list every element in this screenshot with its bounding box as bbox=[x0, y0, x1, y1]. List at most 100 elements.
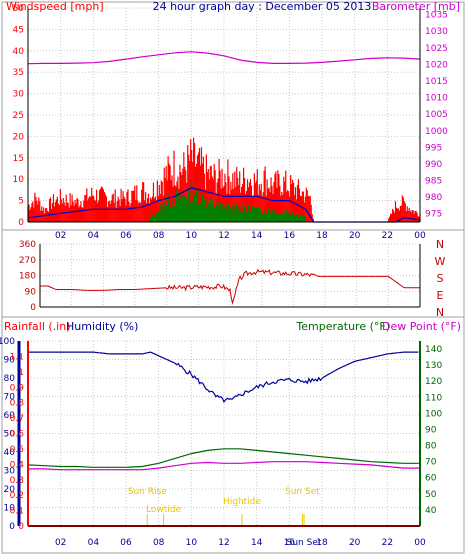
direction-tick-label: 270 bbox=[19, 256, 36, 266]
temperature-tick-label: 90 bbox=[425, 425, 437, 435]
humidity-line bbox=[28, 351, 419, 404]
wind-tick-label: 5 bbox=[18, 197, 24, 207]
temperature-tick-label: 80 bbox=[425, 442, 437, 452]
temperature-tick-label: 110 bbox=[425, 393, 442, 403]
wind-tick-label: 15 bbox=[13, 154, 24, 164]
direction-tick-label: 360 bbox=[19, 240, 36, 250]
temperature-tick-label: 70 bbox=[425, 458, 437, 468]
x-tick-label: 22 bbox=[382, 231, 393, 241]
event-label: Sun Set bbox=[287, 538, 322, 548]
rain-tick-label: 0.6 bbox=[10, 430, 25, 440]
wind-tick-label: 20 bbox=[13, 132, 25, 142]
compass-label: S bbox=[437, 272, 444, 285]
rain-tick-label: 0.2 bbox=[10, 491, 24, 501]
windspeed-axis-label: Windspeed [mph] bbox=[6, 0, 104, 13]
dewpoint-axis-label: Dew Point (°F) bbox=[382, 320, 461, 333]
wind-tick-label: 50 bbox=[13, 4, 25, 14]
wind-tick-label: 40 bbox=[13, 47, 25, 57]
baro-tick-label: 1005 bbox=[425, 110, 448, 120]
direction-tick-label: 180 bbox=[19, 272, 36, 282]
baro-tick-label: 1010 bbox=[425, 94, 448, 104]
temperature-line bbox=[27, 448, 420, 468]
rainfall-axis-label: Rainfall (.in) bbox=[4, 320, 71, 333]
humidity-tick-label: 40 bbox=[4, 448, 16, 458]
x-tick-label: 12 bbox=[218, 231, 229, 241]
barometer-line bbox=[27, 51, 421, 65]
x-tick-label: 10 bbox=[186, 231, 198, 241]
x-tick-label: 06 bbox=[120, 538, 132, 548]
x-tick-label: 02 bbox=[55, 231, 66, 241]
rain-tick-label: 0.3 bbox=[10, 476, 24, 486]
x-tick-label: 02 bbox=[55, 538, 66, 548]
x-tick-label: 10 bbox=[186, 538, 198, 548]
humidity-tick-label: 50 bbox=[4, 430, 16, 440]
x-tick-label: 08 bbox=[153, 538, 165, 548]
rain-tick-label: 0 bbox=[18, 522, 24, 532]
baro-tick-label: 985 bbox=[425, 177, 442, 187]
wind-tick-label: 0 bbox=[18, 218, 24, 228]
direction-tick-label: 0 bbox=[30, 303, 36, 313]
compass-label: N bbox=[436, 306, 444, 319]
rain-tick-label: 0.5 bbox=[10, 445, 24, 455]
temperature-tick-label: 40 bbox=[425, 506, 437, 516]
compass-label: N bbox=[436, 238, 444, 251]
humidity-tick-label: 0 bbox=[9, 522, 15, 532]
windspeed-average-line bbox=[27, 187, 421, 223]
event-label: Lowtide bbox=[146, 505, 181, 515]
x-tick-label: 20 bbox=[349, 538, 361, 548]
humidity-tick-label: 30 bbox=[4, 467, 16, 477]
wind-tick-label: 35 bbox=[13, 68, 24, 78]
x-tick-label: 22 bbox=[382, 538, 393, 548]
event-label: Sun Set bbox=[285, 487, 320, 497]
humidity-tick-label: 10 bbox=[4, 504, 16, 514]
baro-tick-label: 1030 bbox=[425, 27, 448, 37]
x-tick-label: 04 bbox=[88, 538, 100, 548]
baro-tick-label: 1020 bbox=[425, 60, 448, 70]
x-tick-label: 20 bbox=[349, 231, 361, 241]
humidity-tick-label: 100 bbox=[0, 337, 15, 347]
x-tick-label: 18 bbox=[316, 231, 328, 241]
humidity-tick-label: 70 bbox=[4, 393, 16, 403]
x-tick-label: 16 bbox=[284, 538, 296, 548]
baro-tick-label: 975 bbox=[425, 210, 442, 220]
wind-tick-label: 45 bbox=[13, 25, 24, 35]
humidity-tick-label: 20 bbox=[4, 485, 16, 495]
rain-tick-label: 0.7 bbox=[10, 414, 24, 424]
baro-tick-label: 995 bbox=[425, 143, 442, 153]
compass-label: W bbox=[435, 255, 446, 268]
humidity-tick-label: 60 bbox=[4, 411, 16, 421]
baro-tick-label: 1000 bbox=[425, 127, 448, 137]
dewpoint-line bbox=[28, 461, 420, 471]
humidity-tick-label: 90 bbox=[4, 356, 16, 366]
temperature-tick-label: 60 bbox=[425, 474, 437, 484]
x-tick-label: 18 bbox=[316, 538, 328, 548]
baro-tick-label: 1035 bbox=[425, 11, 448, 21]
temperature-tick-label: 130 bbox=[425, 361, 442, 371]
direction-tick-label: 90 bbox=[25, 287, 37, 297]
wind-tick-label: 30 bbox=[13, 90, 25, 100]
x-tick-label: 00 bbox=[414, 538, 426, 548]
x-tick-label: 12 bbox=[218, 538, 229, 548]
x-tick-label: 08 bbox=[153, 231, 165, 241]
humidity-tick-label: 80 bbox=[4, 374, 16, 384]
wind-tick-label: 25 bbox=[13, 111, 24, 121]
temperature-tick-label: 120 bbox=[425, 377, 442, 387]
rain-tick-label: 0.8 bbox=[10, 399, 25, 409]
x-tick-label: 14 bbox=[251, 538, 263, 548]
temperature-tick-label: 100 bbox=[425, 409, 442, 419]
rain-tick-label: 0.9 bbox=[10, 383, 25, 393]
x-tick-label: 00 bbox=[414, 231, 426, 241]
temperature-axis-label: Temperature (°F) bbox=[295, 320, 390, 333]
chart-title: 24 hour graph day : December 05 2013 bbox=[153, 0, 372, 13]
temperature-tick-label: 50 bbox=[425, 490, 437, 500]
humidity-axis-label: Humidity (%) bbox=[66, 320, 138, 333]
x-tick-label: 06 bbox=[120, 231, 132, 241]
baro-tick-label: 980 bbox=[425, 193, 442, 203]
event-label: Sun Rise bbox=[128, 487, 167, 497]
baro-tick-label: 990 bbox=[425, 160, 442, 170]
rain-tick-label: 1.1 bbox=[10, 352, 24, 362]
baro-tick-label: 1015 bbox=[425, 77, 448, 87]
event-label: Hightide bbox=[223, 497, 261, 507]
